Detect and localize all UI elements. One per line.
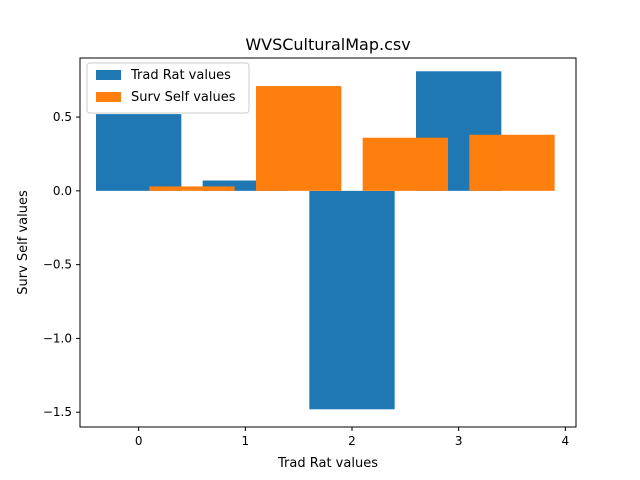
bar-trad-rat-values-2 (309, 190, 395, 410)
legend-label-trad-rat: Trad Rat values (130, 68, 231, 83)
y-tick-label: 0.0 (53, 184, 72, 198)
x-axis-label: Trad Rat values (277, 456, 378, 471)
x-tick-label: 2 (348, 434, 356, 448)
bar-trad-rat-values-1 (202, 180, 288, 191)
chart-title: WVSCulturalMap.csv (245, 35, 410, 54)
y-tick-label: −1.5 (43, 405, 72, 419)
bar-surv-self-values-1 (256, 86, 342, 191)
legend-swatch-trad-rat (96, 70, 121, 80)
x-tick-label: 1 (242, 434, 250, 448)
y-axis-label: Surv Self values (16, 190, 31, 295)
y-tick-label: −1.0 (43, 331, 72, 345)
bar-surv-self-values-0 (149, 186, 235, 191)
bar-trad-rat-values-0 (96, 114, 182, 191)
plot-frame (79, 57, 577, 428)
x-tick-label: 0 (135, 434, 143, 448)
y-axis-ticks: −1.5 −1.0 −0.5 0.0 0.5 (43, 110, 80, 419)
legend: Trad Rat values Surv Self values (86, 62, 250, 114)
x-axis-ticks: 0 1 2 3 4 (135, 427, 569, 448)
bar-surv-self-values-2 (362, 137, 448, 191)
x-tick-label: 3 (455, 434, 463, 448)
legend-frame (86, 62, 250, 114)
bar-surv-self-values-3 (469, 134, 555, 191)
y-tick-label: −0.5 (43, 258, 72, 272)
legend-swatch-surv-self (96, 92, 121, 102)
legend-label-surv-self: Surv Self values (131, 90, 236, 105)
bars-layer (96, 71, 555, 410)
y-tick-label: 0.5 (53, 110, 72, 124)
x-tick-label: 4 (562, 434, 570, 448)
